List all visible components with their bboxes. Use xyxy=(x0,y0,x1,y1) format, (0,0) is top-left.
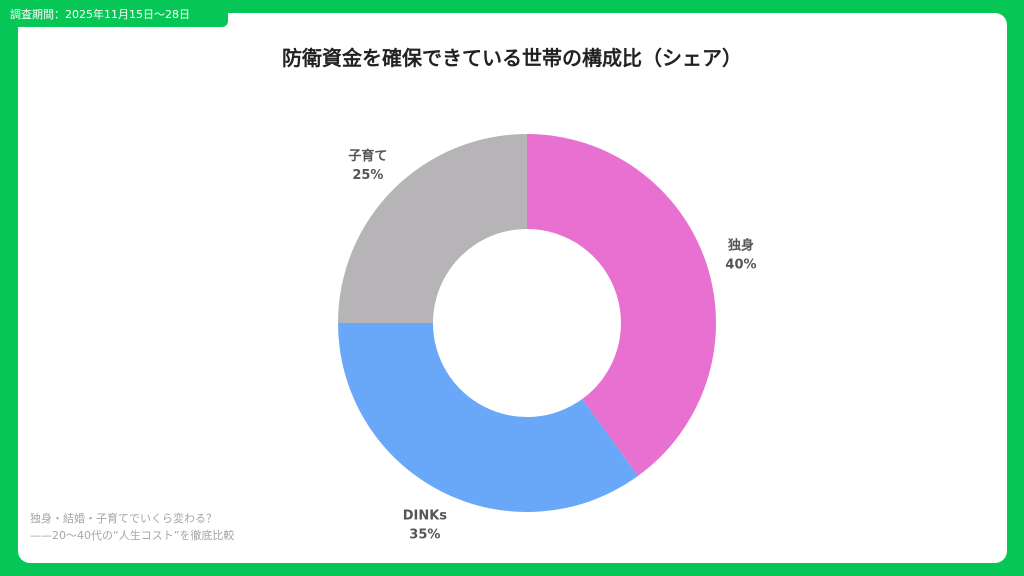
slice-label-1: DINKs xyxy=(403,508,448,523)
chart-title: 防衛資金を確保できている世帯の構成比（シェア） xyxy=(282,46,742,70)
donut-slice-2 xyxy=(338,134,527,323)
donut-slice-1 xyxy=(338,323,639,512)
slice-value-1: 35% xyxy=(409,527,440,542)
survey-period-tab: 調査期間：2025年11月15日〜28日 xyxy=(0,0,228,27)
footnote-line-1: 独身・結婚・子育てでいくら変わる？ xyxy=(30,512,217,525)
slice-value-0: 40% xyxy=(725,257,756,272)
footnote: 独身・結婚・子育てでいくら変わる？ ——20〜40代の“人生コスト”を徹底比較 xyxy=(30,510,234,544)
footnote-line-2: ——20〜40代の“人生コスト”を徹底比較 xyxy=(30,529,235,542)
slice-value-2: 25% xyxy=(352,168,383,183)
donut-slice-0 xyxy=(527,134,717,476)
slice-label-0: 独身 xyxy=(728,237,754,253)
slice-label-2: 子育て xyxy=(348,148,387,164)
